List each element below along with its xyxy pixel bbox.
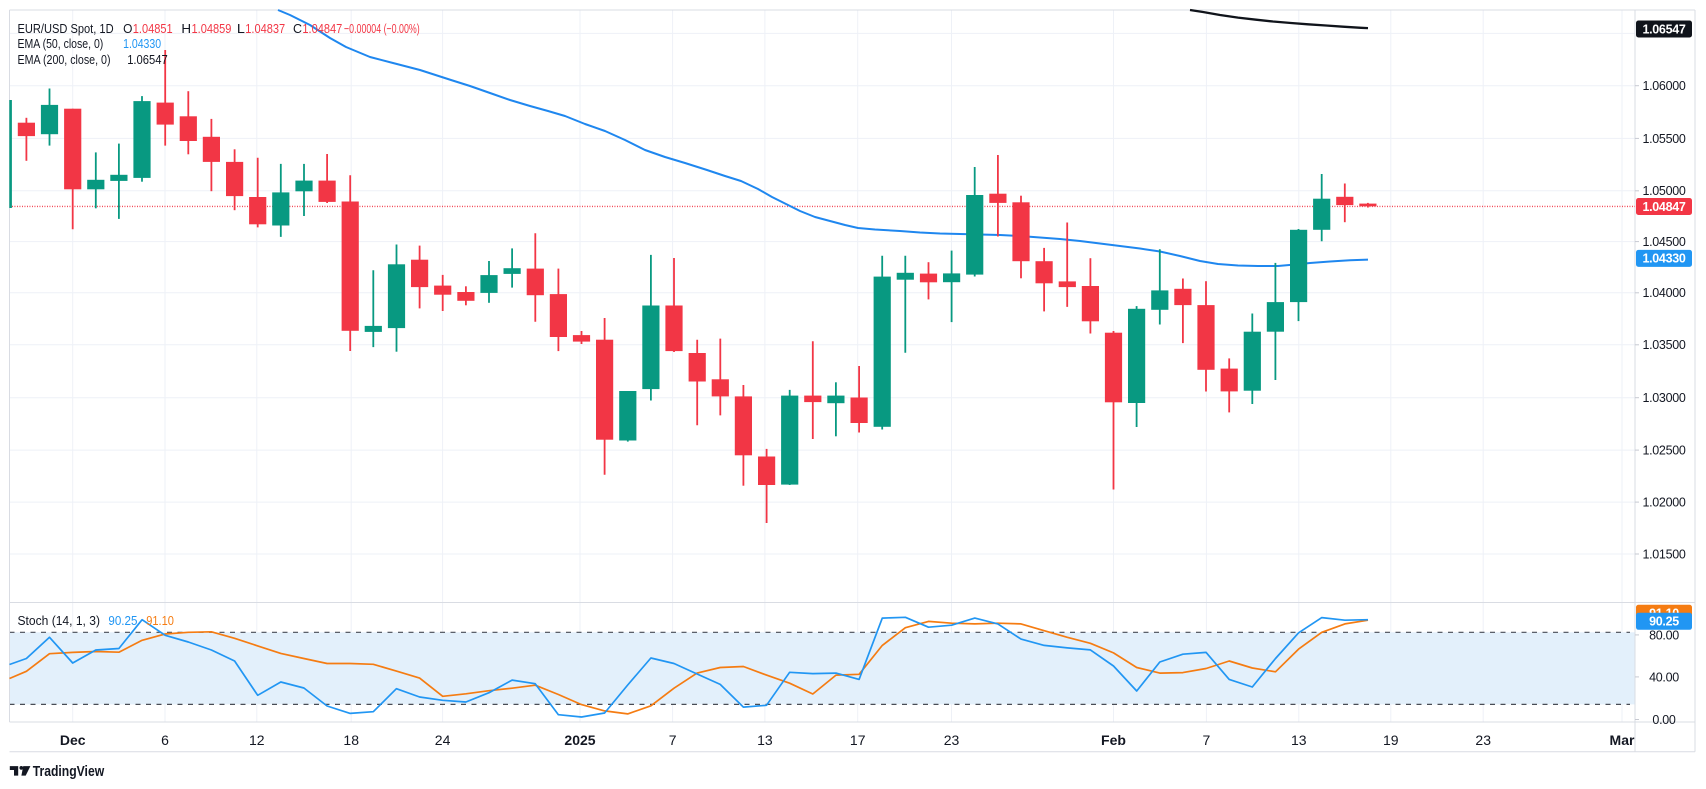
svg-text:Mar: Mar [1610,732,1635,748]
svg-text:1.06547: 1.06547 [127,52,168,67]
svg-text:Dec: Dec [60,732,86,748]
svg-text:7: 7 [669,732,677,748]
svg-text:1.02000: 1.02000 [1642,496,1685,510]
svg-text:1.02500: 1.02500 [1642,444,1685,458]
svg-text:EMA (200, close, 0): EMA (200, close, 0) [18,52,111,67]
svg-text:EMA (50, close, 0): EMA (50, close, 0) [18,36,104,51]
svg-text:80.00: 80.00 [1649,628,1679,642]
svg-text:19: 19 [1383,732,1399,748]
svg-text:1.06547: 1.06547 [1642,22,1685,36]
svg-text:1.04000: 1.04000 [1642,286,1685,300]
svg-text:23: 23 [1475,732,1491,748]
svg-text:23: 23 [944,732,960,748]
svg-text:1.01500: 1.01500 [1642,547,1685,561]
svg-text:1.04330: 1.04330 [123,36,161,51]
svg-text:1.05000: 1.05000 [1642,184,1685,198]
svg-text:7: 7 [1203,732,1211,748]
svg-text:1.03500: 1.03500 [1642,338,1685,352]
svg-text:18: 18 [343,732,359,748]
svg-text:1.03000: 1.03000 [1642,391,1685,405]
svg-text:2025: 2025 [564,732,595,748]
svg-text:90.25: 90.25 [1649,615,1679,629]
svg-text:0.00: 0.00 [1652,713,1675,727]
svg-text:TradingView: TradingView [33,764,105,780]
svg-text:1.05500: 1.05500 [1642,132,1685,146]
svg-text:1.04847: 1.04847 [1642,200,1685,214]
svg-text:EUR/USD Spot, 1D: EUR/USD Spot, 1D [18,21,114,36]
svg-text:12: 12 [249,732,265,748]
svg-text:Feb: Feb [1101,732,1126,748]
svg-text:6: 6 [161,732,169,748]
svg-text:24: 24 [435,732,451,748]
svg-text:1.04500: 1.04500 [1642,235,1685,249]
svg-text:17: 17 [850,732,866,748]
svg-text:1.06000: 1.06000 [1642,79,1685,93]
svg-text:13: 13 [757,732,773,748]
svg-text:40.00: 40.00 [1649,670,1679,684]
svg-text:13: 13 [1291,732,1307,748]
svg-text:Stoch (14, 1, 3): Stoch (14, 1, 3) [18,613,101,628]
svg-text:1.04330: 1.04330 [1642,252,1685,266]
